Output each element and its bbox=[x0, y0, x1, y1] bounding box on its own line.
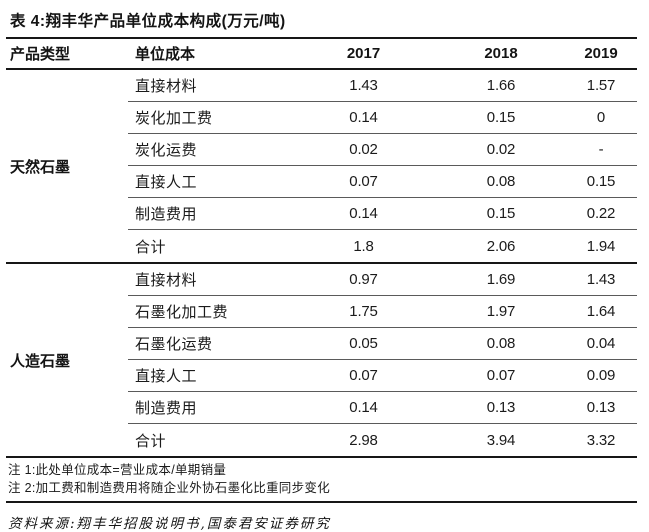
table-header-row: 产品类型 单位成本 2017 2018 2019 bbox=[6, 39, 637, 70]
row-label: 炭化运费 bbox=[135, 142, 198, 159]
value-2018: 0.15 bbox=[486, 109, 516, 126]
value-2018: 0.15 bbox=[486, 205, 516, 222]
table-row: 直接人工 0.07 0.07 0.09 bbox=[128, 360, 637, 392]
table-row: 石墨化运费 0.05 0.08 0.04 bbox=[128, 328, 637, 360]
row-label: 合计 bbox=[135, 432, 167, 450]
group-natural-graphite: 天然石墨 直接材料 1.43 1.66 1.57 炭化加工费 0.14 0.15… bbox=[6, 70, 637, 264]
table-row: 直接材料 1.43 1.66 1.57 bbox=[128, 70, 637, 102]
row-label: 直接人工 bbox=[135, 174, 198, 191]
report-table-page: 表 4:翔丰华产品单位成本构成(万元/吨) 产品类型 单位成本 2017 201… bbox=[6, 0, 637, 532]
value-2017: 2.98 bbox=[349, 431, 378, 449]
row-label: 合计 bbox=[135, 238, 167, 256]
table-row: 直接人工 0.07 0.08 0.15 bbox=[128, 166, 637, 198]
header-col-unit-cost: 单位成本 bbox=[135, 46, 196, 63]
table-row-total: 合计 1.8 2.06 1.94 bbox=[128, 230, 637, 262]
value-2017: 0.07 bbox=[349, 173, 378, 190]
header-col-2019: 2019 bbox=[584, 45, 618, 62]
value-2019: 1.43 bbox=[586, 271, 616, 288]
header-col-2018: 2018 bbox=[484, 45, 518, 62]
value-2017: 0.14 bbox=[349, 205, 378, 222]
table-row: 制造费用 0.14 0.13 0.13 bbox=[128, 392, 637, 424]
value-2019: 0 bbox=[596, 109, 606, 126]
footnote-2: 注 2:加工费和制造费用将随企业外协石墨化比重同步变化 bbox=[8, 481, 330, 495]
table-row-total: 合计 2.98 3.94 3.32 bbox=[128, 424, 637, 456]
table-row: 石墨化加工费 1.75 1.97 1.64 bbox=[128, 296, 637, 328]
value-2018: 2.06 bbox=[486, 237, 516, 255]
group-label-artificial-graphite: 人造石墨 bbox=[10, 352, 71, 370]
footnote-1: 注 1:此处单位成本=营业成本/单期销量 bbox=[8, 463, 227, 477]
data-source: 资料来源:翔丰华招股说明书,国泰君安证券研究 bbox=[8, 516, 331, 532]
value-2017: 0.05 bbox=[349, 335, 378, 352]
row-label: 制造费用 bbox=[135, 206, 198, 223]
value-2019: 0.22 bbox=[586, 205, 616, 222]
value-2017: 1.8 bbox=[353, 237, 374, 255]
value-2018: 0.02 bbox=[486, 141, 516, 158]
value-2018: 0.08 bbox=[486, 173, 516, 190]
value-2019: 1.94 bbox=[586, 237, 616, 255]
value-2019: 0.04 bbox=[586, 335, 616, 352]
value-2018: 0.08 bbox=[486, 335, 516, 352]
table-row: 炭化运费 0.02 0.02 - bbox=[128, 134, 637, 166]
value-2017: 0.97 bbox=[349, 271, 378, 288]
value-2019: 0.13 bbox=[586, 399, 616, 416]
row-label: 直接材料 bbox=[135, 78, 198, 95]
value-2019: 0.09 bbox=[586, 367, 616, 384]
value-2017: 1.75 bbox=[349, 303, 378, 320]
value-2017: 0.14 bbox=[349, 399, 378, 416]
row-label: 石墨化运费 bbox=[135, 336, 213, 353]
value-2017: 0.14 bbox=[349, 109, 378, 126]
value-2017: 0.02 bbox=[349, 141, 378, 158]
value-2018: 3.94 bbox=[486, 431, 516, 449]
value-2019: 1.57 bbox=[586, 77, 616, 94]
group-artificial-graphite: 人造石墨 直接材料 0.97 1.69 1.43 石墨化加工费 1.75 1.9… bbox=[6, 264, 637, 458]
header-col-product-type: 产品类型 bbox=[10, 46, 71, 63]
value-2018: 1.69 bbox=[486, 271, 516, 288]
table-row: 直接材料 0.97 1.69 1.43 bbox=[128, 264, 637, 296]
table-row: 炭化加工费 0.14 0.15 0 bbox=[128, 102, 637, 134]
value-2019: - bbox=[598, 141, 604, 158]
row-label: 制造费用 bbox=[135, 400, 198, 417]
value-2018: 1.66 bbox=[486, 77, 516, 94]
group-label-natural-graphite: 天然石墨 bbox=[10, 158, 71, 176]
row-label: 炭化加工费 bbox=[135, 110, 213, 127]
header-col-2017: 2017 bbox=[346, 45, 381, 62]
value-2018: 1.97 bbox=[486, 303, 516, 320]
footnotes: 注 1:此处单位成本=营业成本/单期销量 注 2:加工费和制造费用将随企业外协石… bbox=[6, 458, 637, 503]
value-2019: 3.32 bbox=[586, 431, 616, 449]
value-2019: 0.15 bbox=[586, 173, 616, 190]
row-label: 直接人工 bbox=[135, 368, 198, 385]
value-2019: 1.64 bbox=[586, 303, 616, 320]
value-2017: 1.43 bbox=[349, 77, 378, 94]
value-2017: 0.07 bbox=[349, 367, 378, 384]
value-2018: 0.07 bbox=[486, 367, 516, 384]
row-label: 直接材料 bbox=[135, 272, 198, 289]
table-title: 表 4:翔丰华产品单位成本构成(万元/吨) bbox=[6, 6, 637, 39]
table-row: 制造费用 0.14 0.15 0.22 bbox=[128, 198, 637, 230]
cost-table: 产品类型 单位成本 2017 2018 2019 天然石墨 直接材料 1.43 … bbox=[6, 39, 637, 458]
value-2018: 0.13 bbox=[486, 399, 516, 416]
row-label: 石墨化加工费 bbox=[135, 304, 229, 321]
